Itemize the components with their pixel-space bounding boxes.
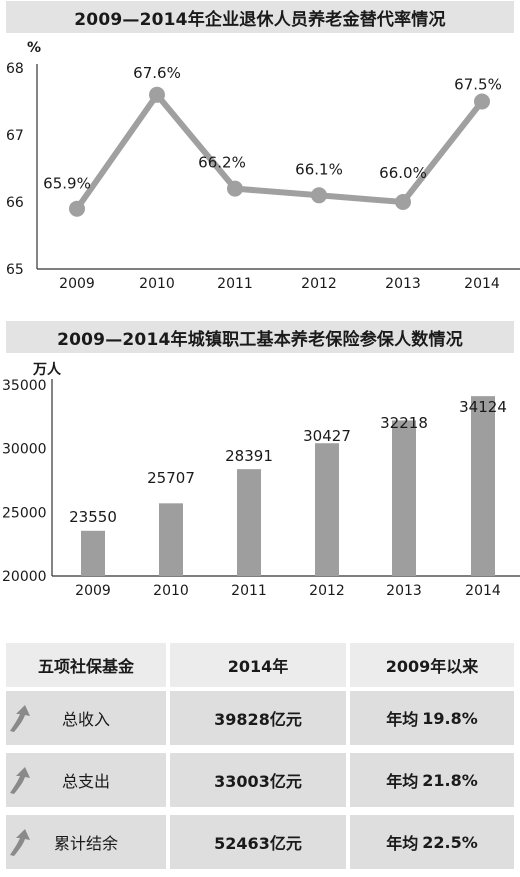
header-fund-name: 五项社保基金 [6, 643, 166, 687]
x-tick-label: 2011 [217, 276, 253, 292]
data-point [69, 200, 85, 217]
x-tick-label: 2013 [385, 276, 421, 292]
y-tick-label: 65 [6, 262, 24, 278]
data-label: 67.5% [454, 76, 502, 94]
up-arrow-icon [10, 829, 30, 856]
y-tick-label: 35000 [2, 378, 47, 394]
amount-2014: 33003亿元 [170, 753, 346, 807]
bar [237, 469, 261, 576]
growth-cell: 年均 21.8% [10, 753, 514, 807]
fund-name: 总支出 [6, 753, 166, 807]
y-tick-label: 25000 [2, 505, 47, 521]
line-chart: % 65 66 67 68 2009 2010 2011 2012 2013 2014 65.9% 67… [6, 40, 520, 292]
data-label: 32218 [380, 414, 428, 432]
table-row: 总支出 33003亿元 年均 21.8% [6, 753, 514, 807]
bar [392, 420, 416, 576]
data-label: 25707 [147, 469, 195, 487]
y-unit-label: % [27, 40, 41, 56]
x-tick-label: 2010 [153, 583, 189, 599]
amount-2014: 52463亿元 [170, 815, 346, 869]
fund-name: 总收入 [6, 691, 166, 745]
x-tick-label: 2012 [309, 583, 345, 599]
y-tick-label: 68 [6, 61, 24, 77]
growth-prefix: 年均 [386, 772, 419, 791]
bar [159, 503, 183, 576]
data-label: 66.1% [295, 160, 343, 178]
bar-chart-title: 2009—2014年城镇职工基本养老保险参保人数情况 [6, 321, 514, 353]
growth-rate: 19.8% [422, 708, 478, 728]
data-point [311, 187, 327, 204]
table-header-row: 五项社保基金 2014年 2009年以来 [6, 643, 514, 687]
data-label: 66.0% [379, 164, 427, 182]
growth-prefix: 年均 [386, 710, 419, 729]
bar [315, 443, 339, 576]
data-label: 34124 [459, 398, 507, 416]
table-row: 总收入 39828亿元 年均 19.8% [6, 691, 514, 745]
growth-rate: 22.5% [422, 832, 478, 852]
data-point [149, 86, 165, 103]
y-tick-label: 66 [6, 195, 24, 211]
social-security-fund-table: 五项社保基金 2014年 2009年以来 总收入 39828亿元 年均 19.8% 总支… [6, 643, 514, 877]
amount-2014: 39828亿元 [170, 691, 346, 745]
y-unit-label: 万人 [32, 361, 62, 378]
x-tick-label: 2013 [386, 583, 422, 599]
header-since-2009: 2009年以来 [350, 643, 514, 687]
x-tick-label: 2011 [231, 583, 267, 599]
up-arrow-icon [10, 767, 30, 794]
data-label: 67.6% [133, 64, 181, 82]
x-tick-label: 2014 [464, 276, 500, 292]
data-point [395, 194, 411, 210]
up-arrow-icon [10, 705, 30, 732]
data-label: 23550 [69, 508, 117, 526]
series-line [74, 91, 485, 212]
bar-chart: 万人 20000 25000 30000 35000 2009 2010 2011 2012 20… [2, 361, 520, 599]
growth-rate: 21.8% [422, 770, 478, 790]
y-tick-label: 67 [6, 128, 24, 144]
x-tick-label: 2010 [139, 276, 175, 292]
x-tick-label: 2012 [301, 276, 337, 292]
y-tick-label: 30000 [2, 442, 47, 458]
fund-name: 累计结余 [6, 815, 166, 869]
x-tick-label: 2009 [59, 276, 95, 292]
data-point [227, 180, 243, 197]
line-chart-title: 2009—2014年企业退休人员养老金替代率情况 [6, 1, 514, 33]
data-label: 65.9% [43, 175, 91, 193]
bar [471, 396, 495, 576]
data-point [474, 93, 490, 110]
header-2014: 2014年 [170, 643, 346, 687]
bar [81, 530, 105, 576]
growth-cell: 年均 22.5% [10, 815, 514, 869]
x-tick-label: 2014 [465, 583, 501, 599]
table-row: 累计结余 52463亿元 年均 22.5% [6, 815, 514, 869]
growth-prefix: 年均 [386, 834, 419, 853]
y-tick-label: 20000 [2, 569, 47, 585]
data-label: 30427 [303, 427, 351, 445]
data-label: 28391 [225, 447, 273, 465]
growth-cell: 年均 19.8% [10, 691, 514, 745]
data-label: 66.2% [198, 154, 246, 172]
x-tick-label: 2009 [75, 583, 111, 599]
